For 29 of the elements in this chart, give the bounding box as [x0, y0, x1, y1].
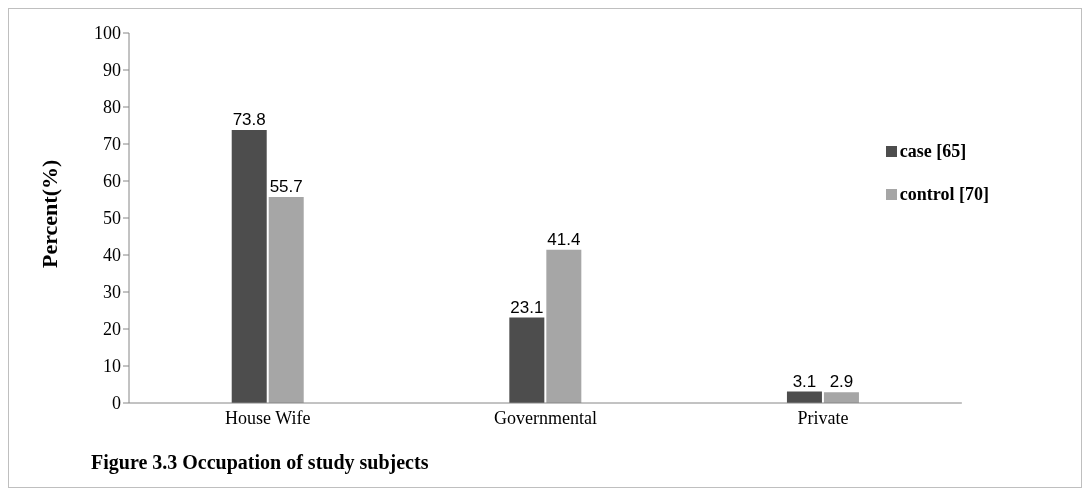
y-tick-label: 0 [112, 393, 121, 414]
bar [823, 392, 859, 403]
y-tick-label: 100 [94, 23, 121, 44]
x-tick-label: Private [797, 407, 849, 428]
x-tick-label: Governmental [493, 407, 597, 428]
data-label: 41.4 [547, 229, 581, 249]
y-tick-label: 40 [103, 245, 121, 266]
y-tick-label: 60 [103, 171, 121, 192]
y-axis-title: Percent(%) [36, 159, 62, 268]
bar [231, 129, 267, 403]
y-tick-label: 80 [103, 97, 121, 118]
y-tick-label: 10 [103, 356, 121, 377]
legend-label: case [65] [899, 141, 967, 162]
y-tick-label: 20 [103, 319, 121, 340]
data-label: 3.1 [792, 371, 817, 391]
data-label: 2.9 [829, 372, 854, 392]
bar [268, 196, 304, 403]
data-label: 73.8 [232, 109, 266, 129]
data-label: 55.7 [269, 176, 303, 196]
data-label: 23.1 [510, 297, 544, 317]
text: Figure 3.3 Occupation of study subjects [91, 451, 429, 474]
legend-label: control [70] [899, 184, 989, 205]
y-tick-label: 50 [103, 208, 121, 229]
x-tick-label: House Wife [225, 407, 311, 428]
bar [546, 249, 582, 403]
y-tick-label: 30 [103, 282, 121, 303]
y-tick-label: 90 [103, 60, 121, 81]
y-tick-label: 70 [103, 134, 121, 155]
bar [509, 317, 545, 403]
